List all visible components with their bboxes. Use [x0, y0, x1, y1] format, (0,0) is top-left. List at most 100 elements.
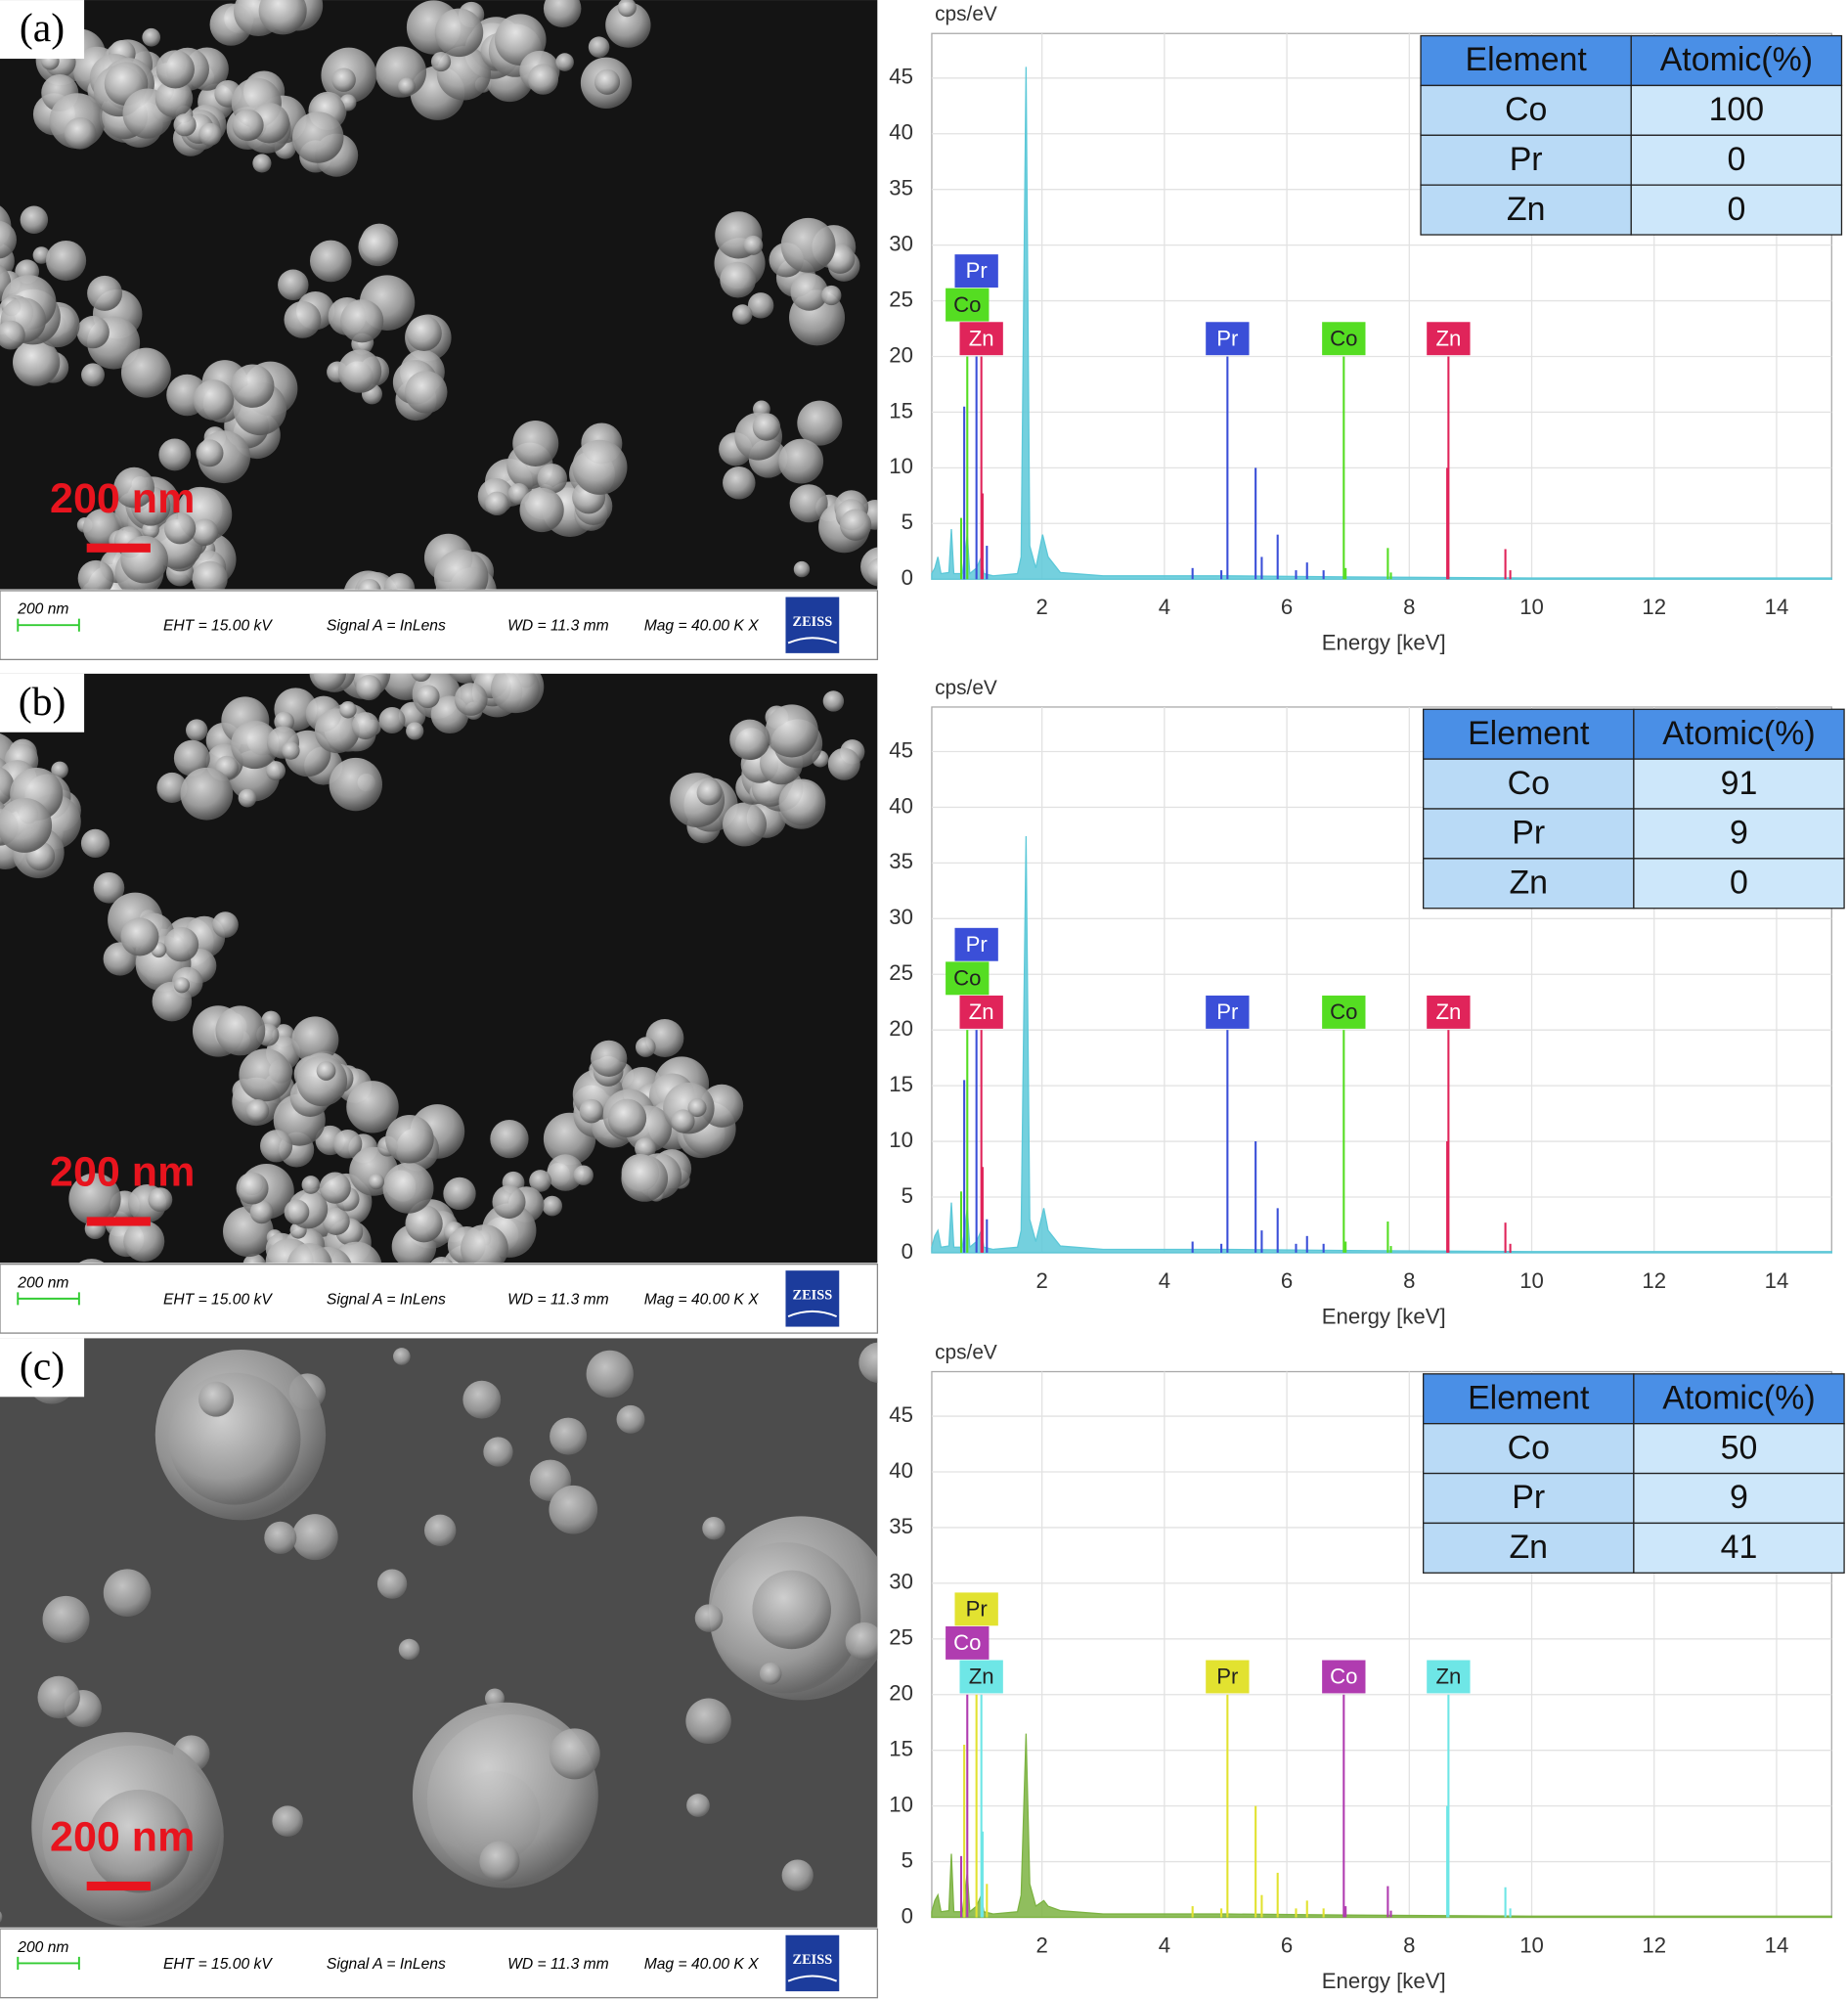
particle — [398, 1638, 420, 1661]
particle — [93, 871, 125, 904]
y-tick-label: 0 — [902, 1239, 913, 1264]
x-tick-label: 14 — [1765, 595, 1789, 619]
particle — [45, 240, 87, 282]
x-axis-label: Energy [keV] — [1322, 1969, 1446, 1993]
particle — [765, 704, 818, 758]
particle — [752, 413, 781, 441]
particle — [376, 1569, 408, 1599]
particle — [103, 1569, 152, 1617]
x-tick-label: 12 — [1642, 595, 1666, 619]
y-tick-label: 5 — [902, 510, 913, 534]
info-wd: WD = 11.3 mm — [507, 618, 609, 635]
element-label-box — [1322, 322, 1366, 356]
particle — [723, 466, 756, 500]
table-cell-text: Co — [1505, 91, 1547, 128]
particle — [423, 1514, 457, 1547]
element-label-box — [1322, 995, 1366, 1029]
logo-arc — [787, 1975, 838, 1982]
particle — [827, 747, 860, 780]
particle — [163, 926, 199, 962]
info-scale: 200 nm — [17, 1939, 68, 1956]
info-scale-bar — [17, 1956, 80, 1970]
particle — [485, 491, 509, 516]
particle — [252, 154, 272, 173]
element-label-box — [954, 1592, 998, 1626]
particle — [264, 1521, 297, 1554]
element-label-box — [1206, 1660, 1250, 1694]
particle — [192, 560, 228, 590]
panel: (a) 200 nm 200 nm EHT = 15.00 kV Signal A = … — [0, 0, 1843, 661]
scale-bar — [86, 1881, 151, 1891]
element-label: Pr — [966, 258, 989, 283]
x-tick-label: 6 — [1281, 595, 1293, 619]
table-header: Element — [1468, 715, 1590, 752]
x-tick-label: 14 — [1765, 1932, 1789, 1957]
particle — [635, 1037, 656, 1057]
panel-label-box — [0, 673, 85, 733]
table-cell-text: Pr — [1512, 815, 1545, 852]
particle — [747, 292, 774, 319]
spectrum-area — [931, 1733, 1832, 1919]
particle — [404, 371, 448, 414]
particle — [196, 439, 224, 467]
particle — [87, 275, 123, 311]
particle — [76, 315, 110, 349]
spectrum-area — [931, 836, 1832, 1254]
particle — [198, 122, 222, 146]
element-label: Zn — [969, 1665, 994, 1689]
particle — [430, 1256, 454, 1264]
x-tick-label: 4 — [1159, 1932, 1170, 1957]
table-header: Element — [1465, 41, 1587, 78]
particle — [239, 1048, 292, 1102]
y-tick-label: 25 — [889, 287, 913, 311]
element-label-box — [954, 254, 998, 289]
particle — [20, 205, 49, 235]
particle — [542, 1195, 563, 1217]
particle — [80, 828, 110, 858]
y-axis-label: cps/eV — [935, 1341, 997, 1363]
particle — [527, 64, 559, 95]
particle — [258, 0, 307, 35]
y-tick-label: 20 — [889, 1016, 913, 1041]
particle — [51, 761, 68, 779]
y-tick-label: 10 — [889, 1128, 913, 1152]
element-label-box — [946, 288, 990, 322]
x-tick-label: 10 — [1519, 1932, 1544, 1957]
composition-table: Element Atomic(%) Co 50 Pr 9 Zn 41 — [1423, 1373, 1845, 1574]
particle — [512, 420, 559, 466]
particle — [42, 1595, 90, 1643]
y-tick-label: 40 — [889, 1458, 913, 1483]
particle — [238, 788, 257, 808]
element-label: Pr — [1216, 1665, 1239, 1689]
x-tick-label: 6 — [1281, 1268, 1293, 1293]
particle — [245, 1099, 270, 1123]
element-label-box — [954, 927, 998, 961]
element-label-box — [1427, 1660, 1471, 1694]
x-tick-label: 4 — [1159, 595, 1170, 619]
element-label: Co — [953, 966, 981, 991]
particle — [549, 1728, 600, 1780]
y-tick-label: 45 — [889, 737, 913, 762]
particle — [358, 227, 397, 267]
particle — [491, 673, 541, 714]
particle — [368, 1174, 385, 1190]
info-eht: EHT = 15.00 kV — [163, 618, 273, 635]
table-cell-text: 0 — [1727, 191, 1745, 228]
x-tick-label: 14 — [1765, 1268, 1789, 1293]
particle — [671, 1109, 695, 1133]
table-cell — [1630, 84, 1843, 136]
composition-table: Element Atomic(%) Co 100 Pr 0 Zn 0 — [1420, 34, 1843, 236]
y-tick-label: 40 — [889, 793, 913, 818]
panel-label-box — [0, 1338, 85, 1398]
y-tick-label: 20 — [889, 342, 913, 367]
particle — [332, 1130, 363, 1159]
info-signal: Signal A = InLens — [327, 618, 446, 635]
particle — [586, 1350, 634, 1399]
y-tick-label: 10 — [889, 454, 913, 478]
particle — [158, 438, 192, 471]
particle — [309, 240, 352, 283]
particle — [278, 269, 309, 301]
particle — [543, 0, 582, 27]
particle — [573, 1165, 594, 1185]
